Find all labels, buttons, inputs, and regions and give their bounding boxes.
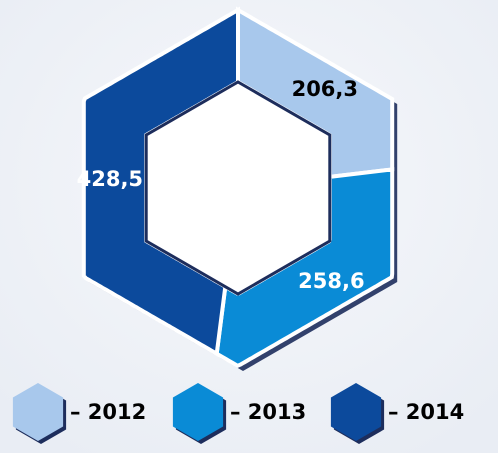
legend-swatch — [172, 383, 224, 441]
value-label: 206,3 — [292, 77, 358, 101]
value-label: 428,5 — [77, 167, 143, 191]
legend-swatch — [330, 383, 382, 441]
value-label: 258,6 — [298, 269, 364, 293]
legend-swatch — [12, 383, 64, 441]
legend-label: – 2014 — [388, 400, 464, 424]
legend-label: – 2012 — [70, 400, 146, 424]
inner-edge — [144, 80, 332, 296]
legend-label: – 2013 — [230, 400, 306, 424]
